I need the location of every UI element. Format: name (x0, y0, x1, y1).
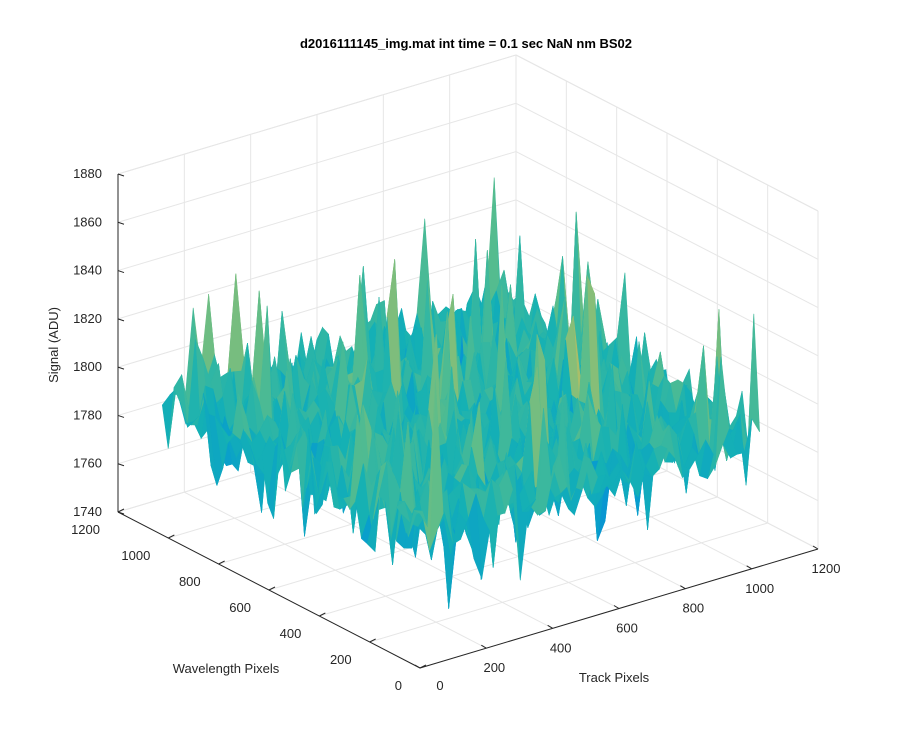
y-tick-mark (218, 560, 225, 565)
z-tick-mark (117, 414, 125, 418)
y-tick-mark (268, 586, 276, 591)
z-tick-label: 1780 (73, 407, 102, 422)
y-axis-label: Wavelength Pixels (173, 661, 280, 676)
x-tick-label: 200 (483, 660, 505, 675)
x-tick-mark (680, 585, 686, 590)
wall-grid-line (515, 199, 819, 357)
axes (117, 173, 819, 669)
chart-title: d2016111145_img.mat int time = 0.1 sec N… (300, 36, 632, 51)
tick-labels: 0 200 400 600 800 1000 1200 0 200 400 600 800 1000 12… (71, 166, 840, 693)
box-edge (515, 54, 819, 212)
x-tick-label: 0 (436, 678, 443, 693)
wall-grid-line (515, 151, 819, 309)
y-tick-label: 1000 (121, 548, 150, 563)
wall-grid-line (117, 151, 517, 272)
x-tick-label: 1000 (745, 581, 774, 596)
x-tick-label: 400 (550, 640, 572, 655)
wall-grid-line (117, 247, 517, 368)
y-tick-label: 0 (395, 678, 402, 693)
z-tick-mark (117, 173, 125, 177)
y-tick-label: 200 (330, 652, 352, 667)
x-axis-label: Track Pixels (579, 670, 650, 685)
z-tick-label: 1880 (73, 166, 102, 181)
z-tick-label: 1740 (73, 504, 102, 519)
x-tick-label: 800 (682, 601, 704, 616)
x-tick-mark (414, 664, 421, 669)
x-tick-mark (746, 565, 752, 570)
z-tick-label: 1840 (73, 263, 102, 278)
wall-grid-line (515, 102, 819, 260)
y-tick-label: 1200 (71, 522, 100, 537)
y-tick-label: 400 (280, 626, 302, 641)
surface-plot (161, 177, 760, 609)
x-tick-mark (481, 644, 487, 649)
wall-grid-line (117, 102, 517, 223)
x-tick-label: 1200 (812, 561, 841, 576)
y-tick-label: 800 (179, 574, 201, 589)
x-tick-label: 600 (616, 621, 638, 636)
y-tick-mark (319, 612, 326, 617)
z-tick-label: 1820 (73, 311, 102, 326)
z-tick-mark (117, 318, 125, 322)
box-edge (117, 54, 517, 175)
y-tick-mark (168, 534, 175, 539)
z-tick-mark (117, 221, 125, 225)
x-tick-mark (547, 624, 553, 629)
y-tick-mark (117, 508, 125, 513)
z-tick-mark (117, 270, 125, 274)
x-tick-mark (613, 605, 620, 609)
x-tick-mark (812, 545, 819, 550)
z-tick-mark (117, 511, 125, 515)
z-tick-mark (117, 463, 125, 467)
floor-grid-line (369, 522, 768, 643)
y-tick-mark (419, 664, 427, 669)
y-tick-label: 600 (229, 600, 251, 615)
surface-patch (413, 510, 428, 527)
z-tick-mark (117, 366, 125, 370)
wall-grid-line (515, 247, 819, 405)
z-tick-label: 1800 (73, 359, 102, 374)
wall-grid-line (117, 199, 517, 320)
y-tick-mark (369, 638, 376, 643)
z-tick-label: 1760 (73, 456, 102, 471)
z-axis-label: Signal (ADU) (46, 307, 61, 383)
z-tick-label: 1860 (73, 214, 102, 229)
